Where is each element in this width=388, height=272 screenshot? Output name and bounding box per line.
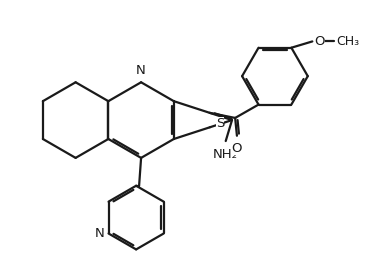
Text: O: O xyxy=(314,35,325,48)
Text: N: N xyxy=(95,227,104,240)
Text: O: O xyxy=(232,142,242,155)
Text: NH₂: NH₂ xyxy=(213,148,238,161)
Text: N: N xyxy=(136,64,146,77)
Text: S: S xyxy=(216,117,224,130)
Text: CH₃: CH₃ xyxy=(336,35,359,48)
